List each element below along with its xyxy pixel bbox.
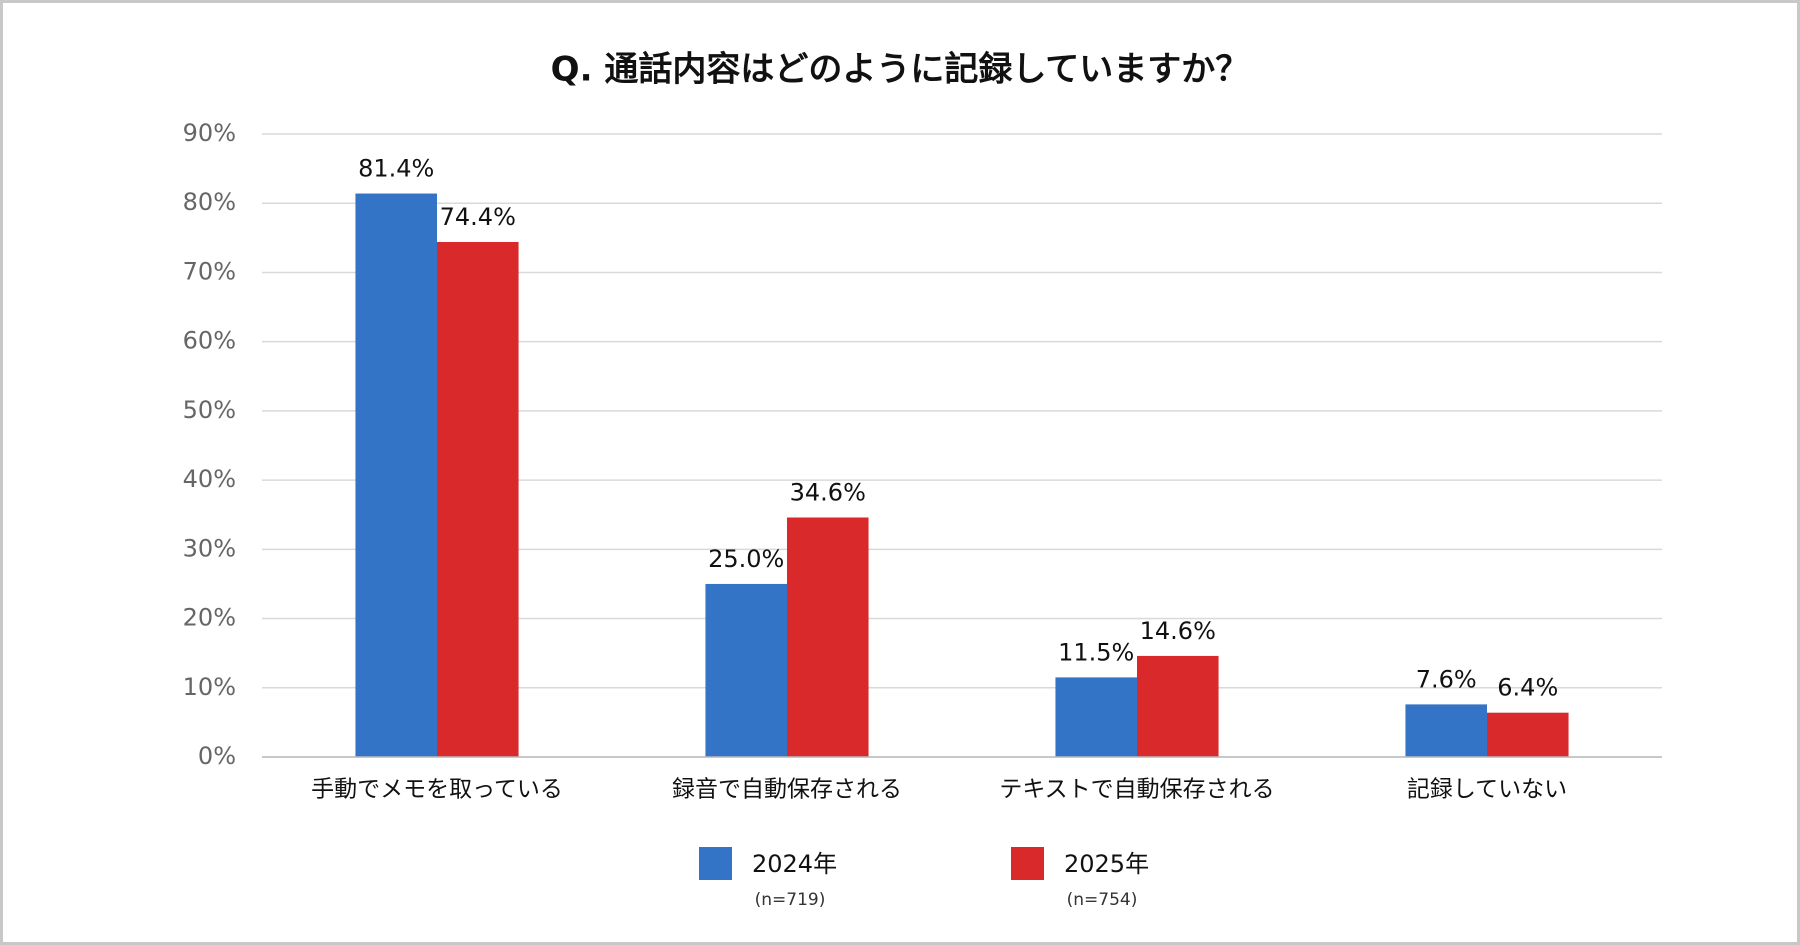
- legend-label: 2025年: [1064, 850, 1149, 878]
- bar: [1405, 704, 1487, 757]
- x-tick-label: 記録していない: [1407, 777, 1567, 803]
- x-tick-label: 手動でメモを取っている: [311, 777, 563, 803]
- y-tick-label: 90%: [183, 119, 236, 147]
- y-tick-label: 0%: [198, 742, 236, 770]
- legend-swatch: [1011, 847, 1044, 880]
- legend-label: 2024年: [752, 850, 837, 878]
- bar: [1487, 712, 1569, 757]
- y-tick-label: 20%: [183, 604, 236, 632]
- value-label: 34.6%: [790, 478, 866, 506]
- y-tick-label: 60%: [183, 327, 236, 355]
- bar: [787, 517, 869, 757]
- legend-swatch: [699, 847, 732, 880]
- value-label: 25.0%: [708, 545, 784, 573]
- x-tick-label: 録音で自動保存される: [672, 777, 902, 803]
- bar: [705, 583, 787, 757]
- bar: [437, 241, 519, 757]
- bar: [355, 193, 437, 757]
- y-tick-label: 10%: [183, 673, 236, 701]
- value-label: 14.6%: [1140, 617, 1216, 645]
- y-tick-label: 80%: [183, 188, 236, 216]
- bar: [1137, 655, 1219, 757]
- bar: [1055, 677, 1137, 757]
- legend-note: (n=719): [755, 890, 826, 910]
- y-tick-label: 70%: [183, 257, 236, 285]
- y-tick-label: 30%: [183, 534, 236, 562]
- value-label: 11.5%: [1058, 638, 1134, 666]
- y-tick-label: 50%: [183, 396, 236, 424]
- legend-note: (n=754): [1067, 890, 1138, 910]
- y-tick-label: 40%: [183, 465, 236, 493]
- value-label: 7.6%: [1416, 665, 1477, 693]
- x-tick-label: テキストで自動保存される: [999, 777, 1274, 803]
- value-label: 81.4%: [358, 155, 434, 183]
- chart-title: Q. 通話内容はどのように記録していますか？: [551, 50, 1250, 90]
- value-label: 74.4%: [440, 203, 516, 231]
- value-label: 6.4%: [1497, 674, 1558, 702]
